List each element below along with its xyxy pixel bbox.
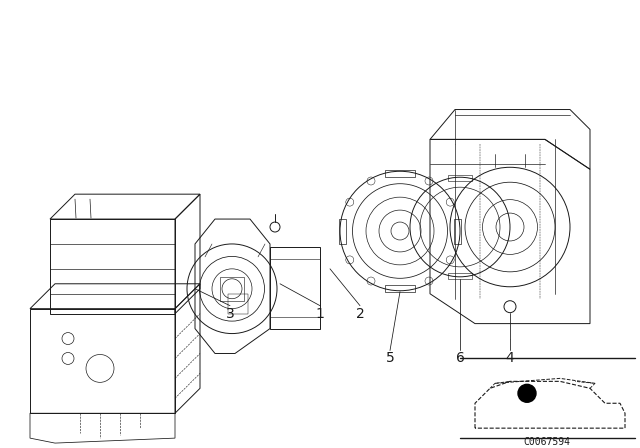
Text: 1: 1 [316,306,324,321]
Text: 5: 5 [386,352,394,366]
Text: 6: 6 [456,352,465,366]
Circle shape [518,384,536,402]
Text: 3: 3 [226,306,234,321]
Text: C0067594: C0067594 [524,437,570,447]
Text: 4: 4 [506,352,515,366]
Text: 2: 2 [356,306,364,321]
